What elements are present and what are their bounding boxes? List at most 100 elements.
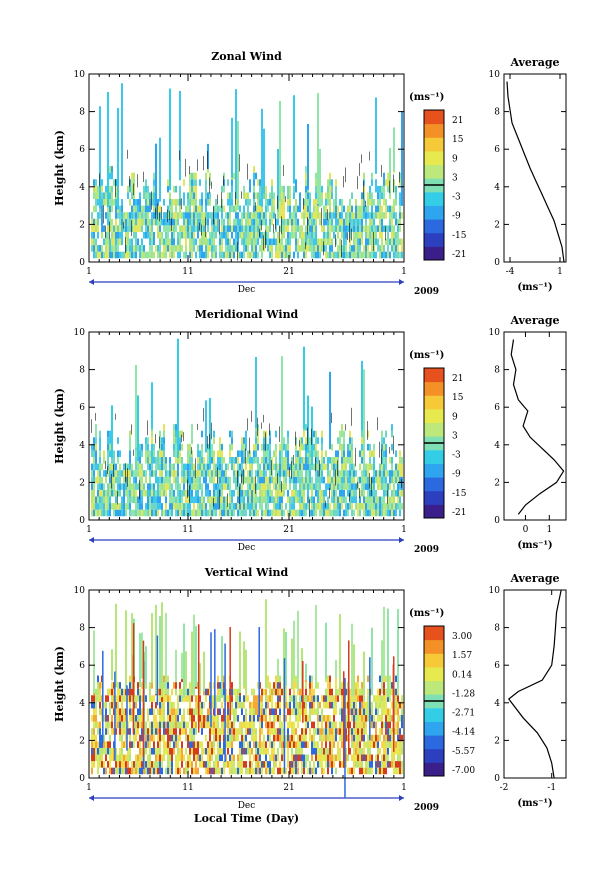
avg-x-tick-label: 0 bbox=[523, 525, 529, 535]
x-tick-label: 11 bbox=[182, 525, 193, 535]
colorbar-segment bbox=[424, 504, 444, 519]
heatmap-field bbox=[91, 599, 403, 798]
colorbar-segment bbox=[424, 422, 444, 437]
average-title: Average bbox=[509, 572, 559, 585]
y-tick-label: 8 bbox=[79, 366, 85, 376]
month-label: Dec bbox=[238, 285, 256, 295]
colorbar-tick-label: -4.14 bbox=[452, 728, 475, 738]
avg-x-tick-label: -1 bbox=[547, 783, 556, 793]
month-arrow-right bbox=[399, 795, 404, 801]
average-title: Average bbox=[509, 314, 559, 327]
x-tick-label: 1 bbox=[401, 525, 407, 535]
x-tick-label: 11 bbox=[182, 783, 193, 793]
panel-2 bbox=[88, 331, 445, 543]
colorbar-unit: (ms⁻¹) bbox=[409, 92, 444, 103]
colorbar-segment bbox=[424, 762, 444, 777]
colorbar-segment bbox=[424, 219, 444, 234]
panel-1 bbox=[88, 73, 445, 285]
colorbar-segment bbox=[424, 205, 444, 220]
y-tick-label: 8 bbox=[79, 108, 85, 118]
colorbar-tick-label: -3 bbox=[452, 193, 461, 203]
colorbar-segment bbox=[424, 150, 444, 166]
month-arrow-left bbox=[89, 795, 94, 801]
colorbar-segment bbox=[424, 164, 444, 179]
y-tick-label: 0 bbox=[79, 774, 85, 784]
colorbar-segment bbox=[424, 626, 444, 641]
month-arrow-left bbox=[89, 279, 94, 285]
x-tick-label: 1 bbox=[86, 267, 92, 277]
colorbar-tick-label: -1.28 bbox=[452, 689, 475, 699]
y-axis-label: Height (km) bbox=[53, 130, 66, 206]
colorbar-tick-label: -3 bbox=[452, 451, 461, 461]
month-arrow-right bbox=[399, 279, 404, 285]
colorbar-segment bbox=[424, 123, 444, 138]
y-tick-label: 6 bbox=[79, 403, 85, 413]
y-axis-label: Height (km) bbox=[53, 388, 66, 464]
plot-frame bbox=[88, 589, 405, 779]
avg-y-tick-label: 8 bbox=[494, 366, 500, 376]
colorbar-segment bbox=[424, 368, 444, 383]
average-profile-line bbox=[507, 589, 562, 779]
colorbar-tick-label: 15 bbox=[452, 135, 464, 145]
y-tick-label: 4 bbox=[79, 441, 85, 451]
avg-y-tick-label: 2 bbox=[494, 220, 500, 230]
colorbar-segment bbox=[424, 490, 444, 505]
colorbar-tick-label: 1.57 bbox=[452, 651, 472, 661]
y-tick-label: 0 bbox=[79, 516, 85, 526]
avg-y-tick-label: 0 bbox=[494, 258, 500, 268]
avg-y-tick-label: 4 bbox=[494, 441, 500, 451]
average-panel-1 bbox=[503, 73, 567, 263]
colorbar-segment bbox=[424, 381, 444, 396]
y-tick-label: 8 bbox=[79, 624, 85, 634]
average-profile-line bbox=[510, 339, 565, 515]
colorbar-segment bbox=[424, 721, 444, 736]
panel-title: Vertical Wind bbox=[204, 566, 289, 579]
y-tick-label: 4 bbox=[79, 183, 85, 193]
year-label: 2009 bbox=[414, 287, 439, 297]
colorbar-tick-label: -5.57 bbox=[452, 747, 475, 757]
avg-y-tick-label: 2 bbox=[494, 736, 500, 746]
colorbar-segment bbox=[424, 232, 444, 247]
avg-x-tick-label: -4 bbox=[506, 267, 515, 277]
avg-y-tick-label: 10 bbox=[489, 586, 501, 596]
average-panel-3 bbox=[503, 589, 567, 779]
average-frame bbox=[503, 73, 567, 263]
x-tick-label: 11 bbox=[182, 267, 193, 277]
y-tick-label: 2 bbox=[79, 478, 85, 488]
average-profile-line bbox=[506, 81, 565, 263]
month-label: Dec bbox=[238, 543, 256, 553]
avg-y-tick-label: 4 bbox=[494, 183, 500, 193]
x-tick-label: 1 bbox=[401, 783, 407, 793]
year-label: 2009 bbox=[414, 803, 439, 813]
avg-x-axis-label: (ms⁻¹) bbox=[517, 540, 552, 551]
colorbar-segment bbox=[424, 653, 444, 668]
avg-y-tick-label: 6 bbox=[494, 403, 500, 413]
x-axis-label: Local Time (Day) bbox=[194, 812, 299, 825]
y-tick-label: 10 bbox=[74, 70, 86, 80]
year-label: 2009 bbox=[414, 545, 439, 555]
colorbar-tick-label: 21 bbox=[452, 374, 463, 384]
x-tick-label: 21 bbox=[283, 783, 294, 793]
y-tick-label: 10 bbox=[74, 328, 86, 338]
colorbar-tick-label: -9 bbox=[452, 212, 461, 222]
y-tick-label: 6 bbox=[79, 661, 85, 671]
colorbar-tick-label: -9 bbox=[452, 470, 461, 480]
colorbar-segment bbox=[424, 110, 444, 125]
colorbar-unit: (ms⁻¹) bbox=[409, 608, 444, 619]
colorbar-segment bbox=[424, 191, 444, 206]
colorbar-tick-label: -7.00 bbox=[452, 766, 475, 776]
colorbar-tick-label: -21 bbox=[452, 250, 467, 260]
average-panel-2 bbox=[503, 331, 567, 521]
colorbar-segment bbox=[424, 735, 444, 750]
heatmap-field bbox=[91, 338, 403, 518]
average-title: Average bbox=[509, 56, 559, 69]
colorbar-tick-label: 0.14 bbox=[452, 670, 472, 680]
avg-x-tick-label: 1 bbox=[557, 267, 563, 277]
y-tick-label: 0 bbox=[79, 258, 85, 268]
colorbar-segment bbox=[424, 395, 444, 410]
x-tick-label: 1 bbox=[86, 525, 92, 535]
panel-title: Meridional Wind bbox=[195, 308, 299, 321]
colorbar-tick-label: 15 bbox=[452, 393, 464, 403]
avg-x-axis-label: (ms⁻¹) bbox=[517, 798, 552, 809]
x-tick-label: 21 bbox=[283, 525, 294, 535]
